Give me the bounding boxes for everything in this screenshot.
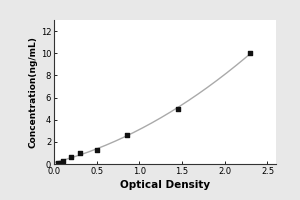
Point <box>176 107 180 110</box>
Point <box>69 156 74 159</box>
Point <box>60 159 65 162</box>
Point <box>124 134 129 137</box>
Point <box>56 161 61 164</box>
Point <box>94 148 99 151</box>
Point <box>248 52 253 55</box>
X-axis label: Optical Density: Optical Density <box>120 180 210 190</box>
Point <box>77 151 82 155</box>
Y-axis label: Concentration(ng/mL): Concentration(ng/mL) <box>29 36 38 148</box>
